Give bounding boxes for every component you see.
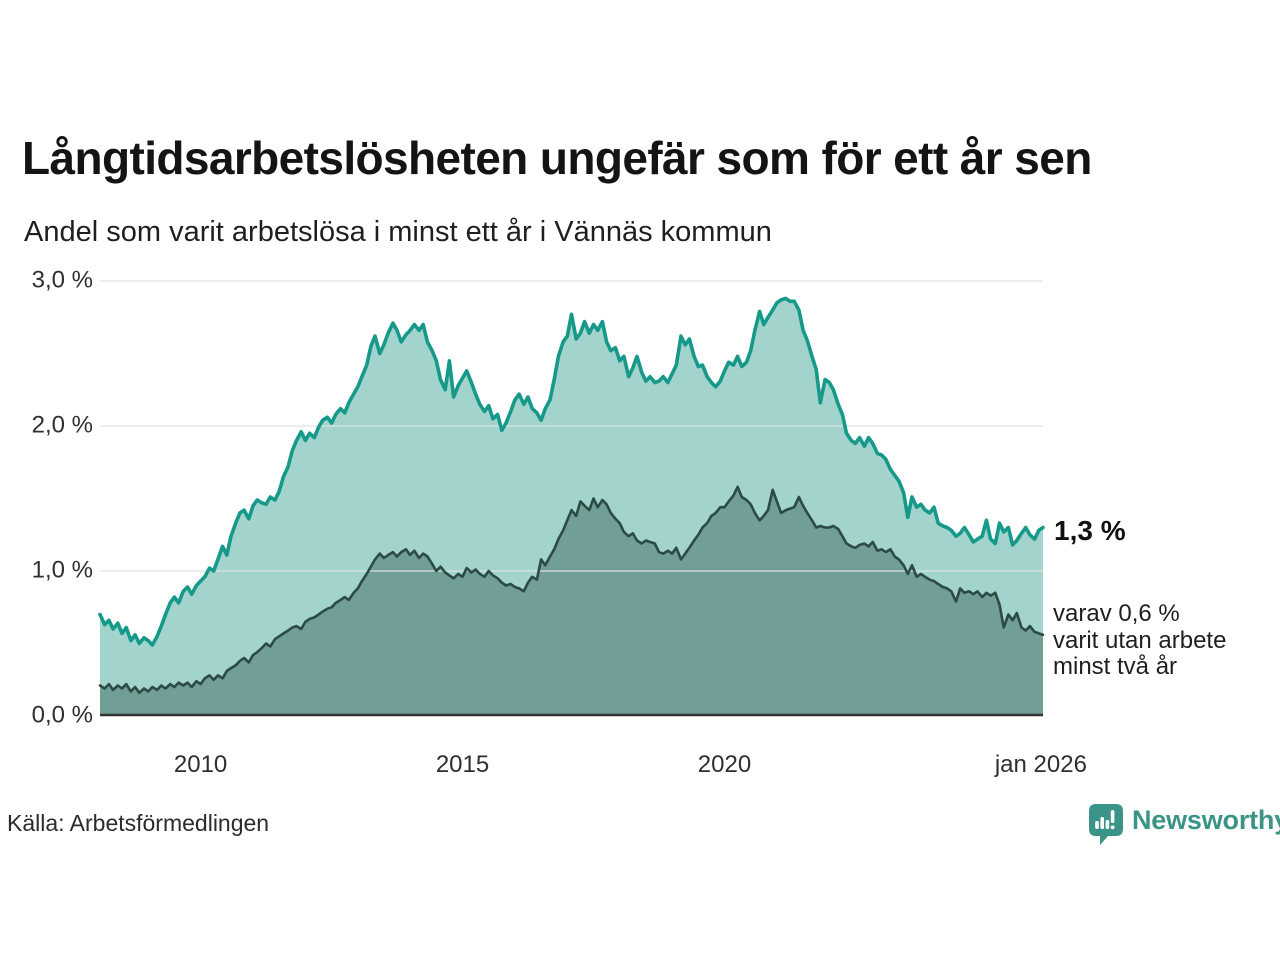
secondary-value-line: varav 0,6 % bbox=[1053, 600, 1180, 627]
area-fill-series2 bbox=[100, 486, 1043, 716]
y-tick-label: 2,0 % bbox=[31, 411, 93, 439]
latest-value-label: 1,3 % bbox=[1054, 515, 1126, 546]
series-line-1 bbox=[98, 296, 1045, 647]
secondary-value-label: varav 0,6 % varit utan arbete minst två … bbox=[1053, 600, 1227, 681]
x-tick-label: 2015 bbox=[435, 751, 490, 778]
source-attribution: Källa: Arbetsförmedlingen bbox=[7, 810, 270, 836]
chart-subtitle: Andel som varit arbetslösa i minst ett å… bbox=[24, 216, 772, 248]
y-tick-label: 0,0 % bbox=[31, 701, 93, 729]
y-tick-label: 1,0 % bbox=[31, 556, 93, 584]
secondary-value-line: minst två år bbox=[1053, 653, 1178, 680]
newsworthy-wordmark: Newsworthy bbox=[1132, 805, 1280, 835]
y-tick-label: 3,0 % bbox=[31, 266, 93, 294]
page-title: Långtidsarbetslösheten ungefär som för e… bbox=[22, 132, 1092, 184]
x-tick-label: jan 2026 bbox=[994, 751, 1087, 778]
newsworthy-pin-bar-chart-icon bbox=[1089, 804, 1123, 845]
secondary-value-line: varit utan arbete bbox=[1053, 626, 1227, 654]
x-tick-label: 2010 bbox=[173, 751, 228, 778]
series-line-2 bbox=[98, 485, 1045, 695]
newsworthy-brand: Newsworthy bbox=[1088, 803, 1280, 847]
x-tick-label: 2020 bbox=[697, 751, 752, 778]
